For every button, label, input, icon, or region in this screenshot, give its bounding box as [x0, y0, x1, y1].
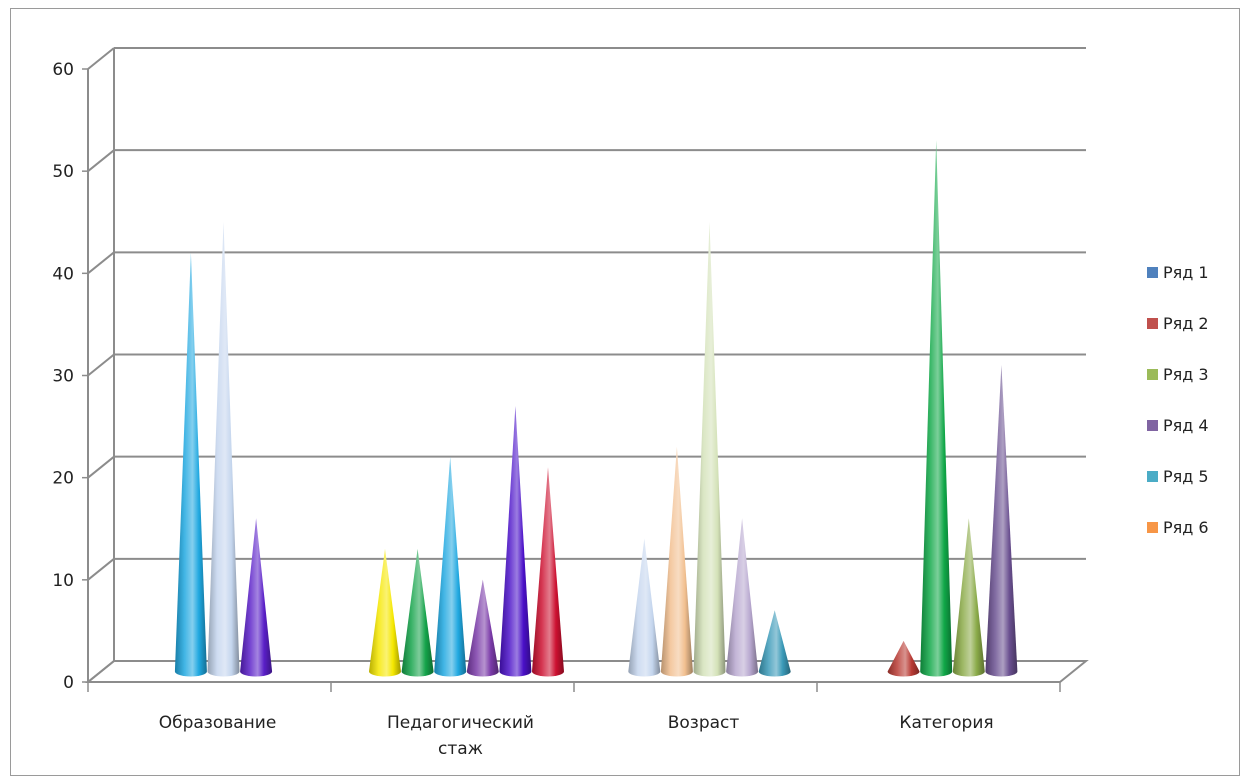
- legend-label: Ряд 2: [1163, 314, 1209, 333]
- gridline-diagonal: [87, 251, 115, 275]
- legend-label: Ряд 5: [1163, 467, 1209, 486]
- category-label: Педагогический: [387, 713, 534, 733]
- cone-bar: [532, 467, 564, 677]
- legend-swatch: [1147, 369, 1158, 380]
- cone-bar: [499, 405, 532, 677]
- legend-label: Ряд 3: [1163, 365, 1209, 384]
- cone-bar: [985, 365, 1018, 677]
- cone-bar: [887, 640, 920, 677]
- cone-bar: [369, 548, 401, 677]
- legend-label: Ряд 1: [1163, 263, 1209, 282]
- legend-swatch: [1147, 471, 1158, 482]
- category-label: Категория: [899, 713, 993, 733]
- legend-swatch: [1147, 318, 1158, 329]
- y-tick-label: 0: [63, 673, 74, 693]
- cone-bar: [174, 252, 207, 677]
- cone-bar: [726, 518, 759, 677]
- y-tick-label: 40: [52, 264, 74, 284]
- gridline-diagonal: [87, 353, 115, 377]
- gridline-diagonal: [87, 558, 115, 581]
- category-label: Возраст: [668, 713, 740, 733]
- gridline-diagonal: [87, 149, 115, 172]
- axis-layer: [82, 48, 1089, 692]
- label-layer: 0 10 20 30 40 50 60 Образование Педагогический ст…: [52, 60, 993, 759]
- y-tick-label: 10: [52, 571, 74, 591]
- cone-chart: 0 10 20 30 40 50 60 Образование Педагогический ст…: [52, 47, 1209, 759]
- cone-bar: [401, 548, 434, 677]
- category-label: стаж: [438, 739, 483, 759]
- legend-swatch: [1147, 522, 1158, 533]
- cone-bar: [240, 518, 273, 677]
- y-tick-label: 20: [52, 469, 74, 489]
- cone-bar: [920, 140, 953, 677]
- cone-bar: [207, 221, 240, 677]
- cone-bar: [466, 579, 499, 677]
- legend-swatch: [1147, 267, 1158, 278]
- y-tick-label: 50: [52, 162, 74, 182]
- gridline-diagonal: [87, 47, 115, 70]
- legend-swatch: [1147, 420, 1158, 431]
- y-tick-label: 60: [52, 60, 74, 80]
- cone-bar: [660, 446, 693, 677]
- cone-bar: [952, 518, 985, 677]
- category-label: Образование: [159, 713, 277, 733]
- legend-label: Ряд 4: [1163, 416, 1209, 435]
- legend: Ряд 1 Ряд 2 Ряд 3 Ряд 4 Ряд 5 Ряд 6: [1147, 263, 1209, 537]
- chart-frame: 0 10 20 30 40 50 60 Образование Педагогический ст…: [10, 8, 1240, 776]
- legend-label: Ряд 6: [1163, 518, 1209, 537]
- cone-bar: [434, 456, 467, 677]
- gridline-diagonal: [87, 455, 115, 479]
- floor: [85, 660, 1089, 683]
- cone-bar: [628, 538, 661, 677]
- cone-layer: [174, 140, 1018, 677]
- y-tick-label: 30: [52, 367, 74, 387]
- grid-layer: [87, 47, 1086, 683]
- cone-bar: [758, 610, 791, 677]
- cone-bar: [693, 221, 726, 677]
